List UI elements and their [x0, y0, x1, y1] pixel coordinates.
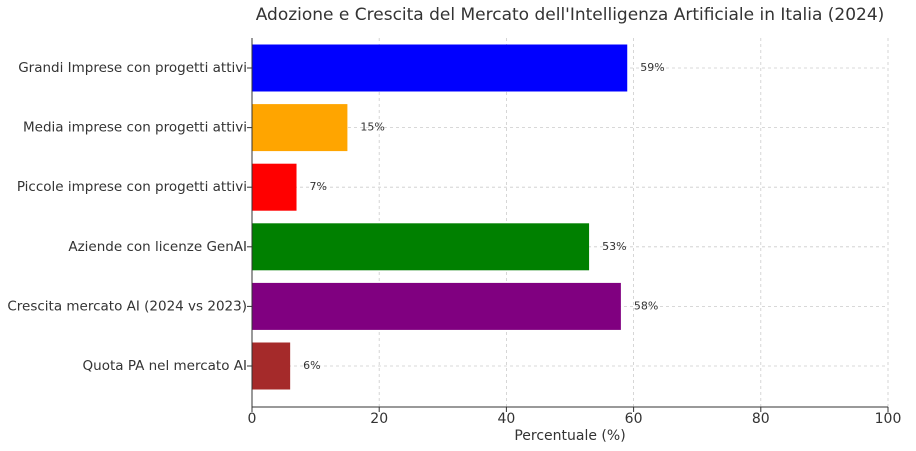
- bar: [252, 223, 590, 271]
- y-tick-label: Aziende con licenze GenAI: [68, 239, 247, 255]
- value-label: 53%: [602, 240, 626, 253]
- y-tick-label: Media imprese con progetti attivi: [23, 120, 247, 136]
- x-tick-label: 60: [625, 411, 643, 427]
- y-tick-label: Crescita mercato AI (2024 vs 2023): [7, 298, 247, 314]
- x-tick-label: 20: [370, 411, 388, 427]
- y-tick-label: Quota PA nel mercato AI: [83, 358, 247, 374]
- x-tick-label: 80: [752, 411, 770, 427]
- bar: [252, 163, 297, 211]
- chart-title: Adozione e Crescita del Mercato dell'Int…: [256, 5, 885, 25]
- value-label: 58%: [634, 299, 658, 312]
- value-label: 15%: [360, 121, 384, 134]
- x-tick-label: 100: [875, 411, 902, 427]
- bar: [252, 282, 621, 330]
- bar: [252, 104, 348, 152]
- y-tick-label: Piccole imprese con progetti attivi: [17, 179, 247, 195]
- value-label: 6%: [303, 359, 320, 372]
- bar: [252, 44, 628, 92]
- x-tick-label: 40: [497, 411, 515, 427]
- y-tick-label: Grandi Imprese con progetti attivi: [18, 60, 247, 76]
- x-tick-label: 0: [248, 411, 257, 427]
- x-axis-label: Percentuale (%): [514, 428, 625, 444]
- bar: [252, 342, 291, 390]
- value-label: 59%: [640, 61, 664, 74]
- value-label: 7%: [310, 180, 327, 193]
